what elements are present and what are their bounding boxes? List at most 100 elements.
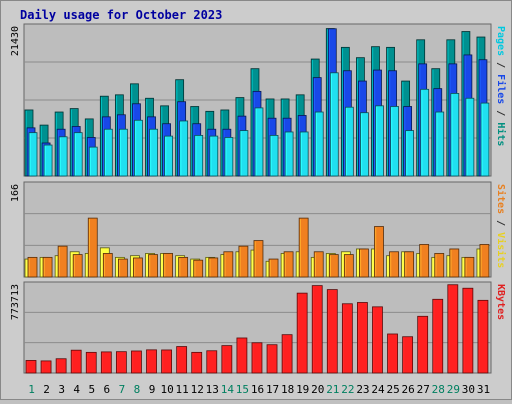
- bar-fill: [464, 256, 475, 278]
- bar-fill: [417, 315, 429, 374]
- bar-fill: [477, 299, 489, 374]
- bar-middle-sites: [193, 259, 204, 278]
- bar-fill: [253, 240, 264, 278]
- bar-fill: [298, 217, 309, 278]
- bar-fill: [389, 251, 399, 278]
- bar-top-pages: [375, 105, 384, 177]
- bar-fill: [357, 302, 368, 374]
- bar-top-pages: [58, 136, 68, 177]
- x-tick-label: 31: [477, 383, 490, 396]
- bar-fill: [296, 292, 308, 374]
- bar-middle-sites: [148, 254, 158, 278]
- bar-middle-sites: [238, 245, 249, 278]
- bar-fill: [178, 256, 189, 278]
- bar-bottom-kbytes: [40, 360, 52, 374]
- x-tick-label: 2: [43, 383, 50, 396]
- bar-middle-sites: [374, 226, 384, 278]
- bar-fill: [161, 349, 172, 374]
- bar-middle-sites: [72, 254, 83, 278]
- bar-fill: [329, 72, 339, 177]
- bar-bottom-kbytes: [477, 299, 489, 374]
- bar-fill: [118, 128, 128, 177]
- bar-top-pages: [28, 132, 38, 177]
- bar-fill: [432, 298, 444, 374]
- bar-bottom-kbytes: [161, 349, 172, 374]
- bar-fill: [341, 303, 353, 374]
- bar-fill: [115, 351, 127, 374]
- bar-top-pages: [224, 137, 234, 177]
- bar-fill: [27, 256, 38, 278]
- bar-middle-sites: [449, 248, 460, 278]
- x-tick-label: 3: [58, 383, 65, 396]
- x-tick-label: 18: [281, 383, 294, 396]
- bar-fill: [479, 244, 490, 278]
- x-tick-label: 24: [371, 383, 385, 396]
- bar-fill: [55, 358, 67, 374]
- bar-fill: [480, 102, 490, 177]
- chart-title: Daily usage for October 2023: [20, 8, 222, 22]
- bar-fill: [209, 135, 219, 177]
- x-tick-label: 8: [134, 383, 141, 396]
- bar-bottom-kbytes: [100, 351, 112, 374]
- bar-fill: [402, 336, 414, 374]
- bar-fill: [100, 351, 112, 374]
- bar-fill: [372, 306, 383, 374]
- bar-fill: [404, 251, 415, 278]
- bar-bottom-kbytes: [206, 350, 218, 374]
- bar-bottom-kbytes: [387, 333, 398, 374]
- bar-fill: [375, 105, 384, 177]
- bar-bottom-kbytes: [70, 349, 82, 374]
- x-tick-label: 23: [356, 383, 369, 396]
- bar-fill: [208, 257, 219, 278]
- bar-middle-sites: [178, 256, 189, 278]
- bar-top-pages: [254, 107, 264, 177]
- bar-middle-sites: [253, 240, 264, 278]
- bar-top-pages: [405, 130, 415, 177]
- legend-label-part: Pages: [495, 26, 506, 56]
- bar-middle-sites: [27, 256, 38, 278]
- bar-middle-sites: [419, 244, 430, 278]
- x-tick-label: 28: [432, 383, 445, 396]
- bar-bottom-kbytes: [357, 302, 368, 374]
- bar-bottom-kbytes: [25, 360, 37, 374]
- bar-top-pages: [465, 97, 475, 177]
- bar-middle-sites: [359, 248, 369, 278]
- x-tick-label: 26: [402, 383, 415, 396]
- bar-bottom-kbytes: [402, 336, 414, 374]
- x-tick-label: 1: [28, 383, 35, 396]
- bar-fill: [390, 106, 399, 177]
- bar-top-pages: [239, 130, 249, 177]
- x-tick-label: 20: [311, 383, 324, 396]
- bar-fill: [131, 350, 142, 374]
- bar-middle-sites: [208, 257, 219, 278]
- bar-bottom-kbytes: [146, 349, 157, 374]
- x-tick-label: 11: [176, 383, 189, 396]
- x-tick-label: 7: [119, 383, 126, 396]
- bar-fill: [238, 245, 249, 278]
- bar-bottom-kbytes: [432, 298, 444, 374]
- x-tick-label: 10: [160, 383, 173, 396]
- bar-fill: [163, 253, 173, 278]
- bar-fill: [87, 217, 98, 278]
- bar-top-pages: [450, 93, 460, 177]
- bar-top-pages: [435, 111, 445, 177]
- x-tick-label: 15: [236, 383, 249, 396]
- bar-fill: [419, 244, 430, 278]
- bar-fill: [387, 333, 398, 374]
- bar-fill: [435, 111, 445, 177]
- legend-label-part: Files: [495, 74, 507, 104]
- bar-fill: [176, 346, 188, 374]
- bar-middle-sites: [328, 254, 339, 278]
- bar-fill: [28, 132, 38, 177]
- bar-top-pages: [43, 144, 53, 177]
- bar-fill: [194, 135, 204, 177]
- legend-label-top: Pages / Files / Hits: [495, 26, 507, 146]
- bar-fill: [134, 119, 143, 177]
- x-tick-label: 16: [251, 383, 264, 396]
- bar-top-pages: [420, 88, 430, 177]
- bar-bottom-kbytes: [266, 344, 278, 374]
- bar-fill: [447, 284, 459, 374]
- bar-fill: [313, 251, 324, 278]
- bar-fill: [164, 135, 173, 177]
- bar-middle-sites: [87, 217, 98, 278]
